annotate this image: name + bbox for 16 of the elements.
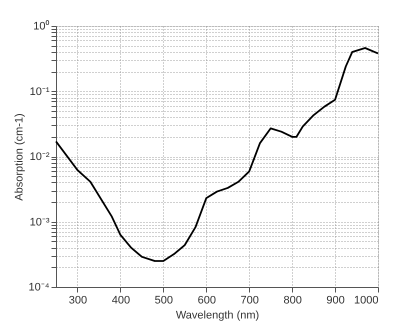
y-tick-label: 10⁰ [33,20,50,32]
y-tick-label: 10⁻⁴ [28,282,50,294]
x-axis-title: Wavelength (nm) [176,310,260,322]
x-tick-label: 300 [68,294,88,306]
x-tick-label: 600 [198,294,216,306]
y-tick-label: 10⁻² [30,151,50,163]
x-tick-label: 400 [112,294,130,306]
x-tick-label: 800 [283,294,302,306]
y-axis-title: Absorption (cm-1) [14,113,26,201]
y-tick-label: 10⁻¹ [30,86,50,98]
line-series [55,47,379,262]
x-tick-label: 500 [154,294,174,306]
x-tick-label: 1000 [354,294,378,306]
x-tick-label: 700 [240,294,259,306]
x-tick-label: 900 [326,294,345,306]
y-tick-label: 10⁻³ [30,216,50,228]
